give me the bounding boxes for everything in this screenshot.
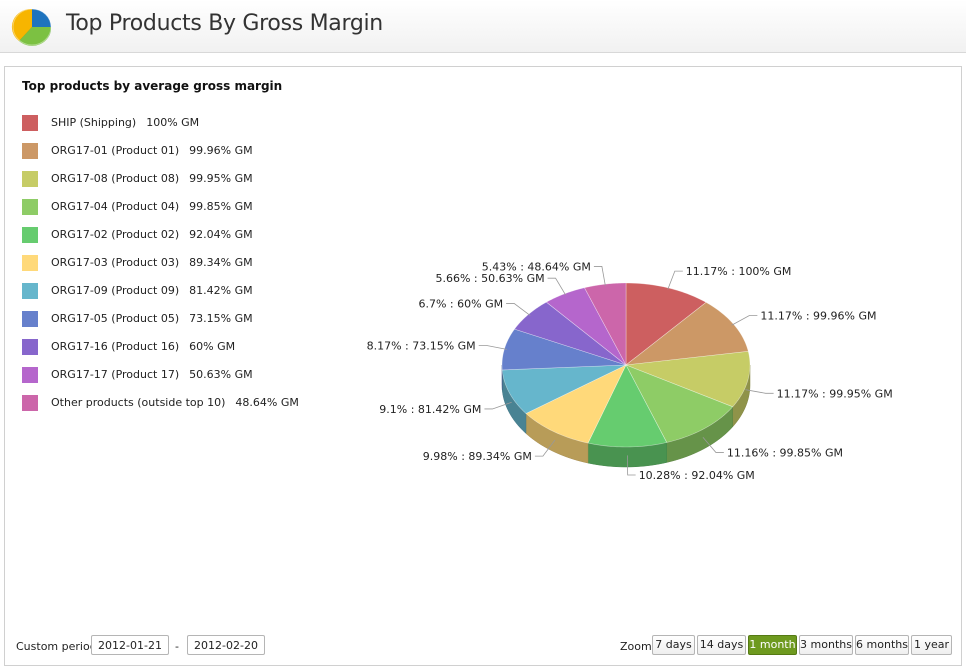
legend-product-name: ORG17-08 (Product 08) <box>51 172 180 185</box>
period-start-input[interactable]: 2012-01-21 <box>91 635 169 655</box>
zoom-label: Zoom: <box>620 640 656 653</box>
legend-gm-value: 99.85% GM <box>189 200 253 213</box>
legend-gm-value: 89.34% GM <box>189 256 253 269</box>
pie-slice-label: 9.1% : 81.42% GM <box>379 403 481 416</box>
legend-product-name: SHIP (Shipping) <box>51 116 137 129</box>
pie-leader-line <box>731 315 758 326</box>
pie-slice-label: 11.17% : 99.95% GM <box>777 387 893 400</box>
pie-slice <box>625 364 734 443</box>
legend-swatch <box>22 143 38 159</box>
zoom-6-months-button[interactable]: 6 months <box>855 635 909 655</box>
legend-product-name: Other products (outside top 10) <box>51 396 226 409</box>
pie-slice <box>501 364 627 414</box>
pie-leader-line <box>593 266 606 286</box>
legend-gm-value: 60% GM <box>189 340 236 353</box>
zoom-1-month-button[interactable]: 1 month <box>748 635 797 655</box>
zoom-14-days-button[interactable]: 14 days <box>697 635 746 655</box>
legend-gm-value: 92.04% GM <box>189 228 253 241</box>
legend-product-name: ORG17-16 (Product 16) <box>51 340 180 353</box>
pie-leader-line <box>547 277 567 296</box>
legend-product-name: ORG17-04 (Product 04) <box>51 200 180 213</box>
period-end-input[interactable]: 2012-02-20 <box>187 635 265 655</box>
pie-slice-label: 11.17% : 100% GM <box>686 265 792 278</box>
legend-swatch <box>22 367 38 383</box>
legend-swatch <box>22 199 38 215</box>
custom-period-label: Custom period: <box>16 640 101 653</box>
pie-slice-label: 8.17% : 73.15% GM <box>367 340 476 353</box>
pie-slice-label: 10.28% : 92.04% GM <box>639 469 755 482</box>
pie-slice-label: 5.66% : 50.63% GM <box>435 272 544 285</box>
legend-swatch <box>22 115 38 131</box>
pie-slice <box>525 364 627 444</box>
zoom-3-months-button[interactable]: 3 months <box>799 635 853 655</box>
legend-swatch <box>22 339 38 355</box>
legend-product-name: ORG17-03 (Product 03) <box>51 256 180 269</box>
page-header: Top Products By Gross Margin <box>0 0 966 53</box>
legend-product-name: ORG17-01 (Product 01) <box>51 144 180 157</box>
chart-title: Top products by average gross margin <box>22 79 283 93</box>
legend-swatch <box>22 255 38 271</box>
legend-gm-value: 50.63% GM <box>189 368 253 381</box>
legend-swatch <box>22 311 38 327</box>
legend-gm-value: 81.42% GM <box>189 284 253 297</box>
legend-gm-value: 48.64% GM <box>235 396 299 409</box>
legend-swatch <box>22 227 38 243</box>
pie-side-group <box>501 364 751 468</box>
legend-product-name: ORG17-17 (Product 17) <box>51 368 180 381</box>
zoom-1-year-button[interactable]: 1 year <box>911 635 952 655</box>
legend-gm-value: 99.95% GM <box>189 172 253 185</box>
pie-leader-line <box>702 436 724 453</box>
pie-slice <box>625 351 751 408</box>
pie-leader-line <box>667 270 683 290</box>
pie-leader-line <box>627 455 636 476</box>
pie-slice-label: 6.7% : 60% GM <box>418 297 503 310</box>
pie-slice <box>587 364 668 448</box>
pie-leader-line <box>745 389 774 394</box>
legend-gm-value: 100% GM <box>146 116 200 129</box>
pie-slice-label: 11.17% : 99.96% GM <box>760 310 876 323</box>
zoom-7-days-button[interactable]: 7 days <box>652 635 695 655</box>
legend-product-name: ORG17-02 (Product 02) <box>51 228 180 241</box>
pie-slice-label: 11.16% : 99.85% GM <box>727 446 843 459</box>
pie-labels-group: 11.17% : 100% GM 11.17% : 99.96% GM 11.17%… <box>367 261 893 483</box>
legend-gm-value: 73.15% GM <box>189 312 253 325</box>
legend-swatch <box>22 283 38 299</box>
pie-chart-logo-icon <box>11 8 52 46</box>
page-title: Top Products By Gross Margin <box>66 11 383 36</box>
period-separator: - <box>175 640 179 653</box>
chart-panel <box>4 66 962 666</box>
pie-slice-label: 9.98% : 89.34% GM <box>423 450 532 463</box>
pie-leader-line <box>478 345 507 350</box>
legend-gm-value: 99.96% GM <box>189 144 253 157</box>
pie-top-group <box>501 282 751 448</box>
legend-product-name: ORG17-05 (Product 05) <box>51 312 180 325</box>
pie-leader-line <box>484 401 512 410</box>
legend-product-name: ORG17-09 (Product 09) <box>51 284 180 297</box>
pie-leader-line <box>506 303 531 316</box>
legend-swatch <box>22 171 38 187</box>
pie-leader-line <box>534 439 556 457</box>
pie-slice-label: 5.43% : 48.64% GM <box>482 261 591 274</box>
legend-swatch <box>22 395 38 411</box>
